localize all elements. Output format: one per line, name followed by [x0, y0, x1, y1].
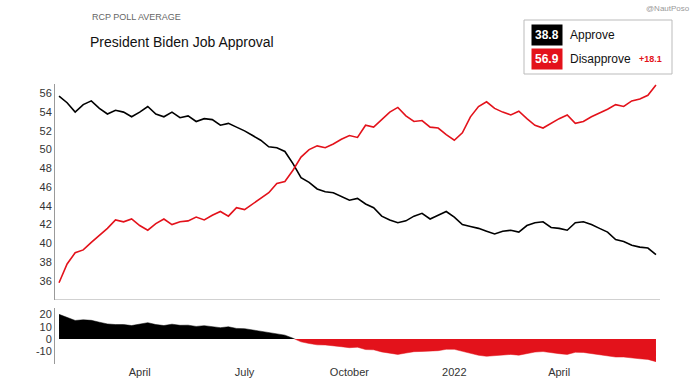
svg-text:+18.1: +18.1 — [639, 54, 662, 64]
svg-text:Approve: Approve — [570, 28, 615, 42]
svg-text:52: 52 — [40, 125, 52, 137]
svg-text:RCP POLL AVERAGE: RCP POLL AVERAGE — [92, 12, 181, 22]
svg-text:April: April — [548, 366, 570, 378]
svg-text:10: 10 — [40, 321, 52, 333]
svg-text:54: 54 — [40, 106, 52, 118]
svg-text:56: 56 — [40, 87, 52, 99]
svg-text:2022: 2022 — [442, 366, 466, 378]
svg-text:0: 0 — [46, 333, 52, 345]
svg-text:48: 48 — [40, 162, 52, 174]
svg-text:42: 42 — [40, 218, 52, 230]
svg-text:Disapprove: Disapprove — [570, 52, 631, 66]
svg-text:46: 46 — [40, 181, 52, 193]
svg-text:38.8: 38.8 — [535, 28, 559, 42]
svg-text:56.9: 56.9 — [535, 52, 559, 66]
svg-text:40: 40 — [40, 237, 52, 249]
svg-text:April: April — [129, 366, 151, 378]
svg-text:President Biden Job Approval: President Biden Job Approval — [90, 34, 274, 50]
svg-text:October: October — [330, 366, 369, 378]
svg-text:44: 44 — [40, 200, 52, 212]
svg-text:@NautPoso: @NautPoso — [646, 4, 690, 13]
svg-text:50: 50 — [40, 143, 52, 155]
svg-text:36: 36 — [40, 275, 52, 287]
svg-text:July: July — [235, 366, 255, 378]
svg-text:-10: -10 — [36, 345, 52, 357]
svg-text:20: 20 — [40, 308, 52, 320]
svg-text:38: 38 — [40, 256, 52, 268]
